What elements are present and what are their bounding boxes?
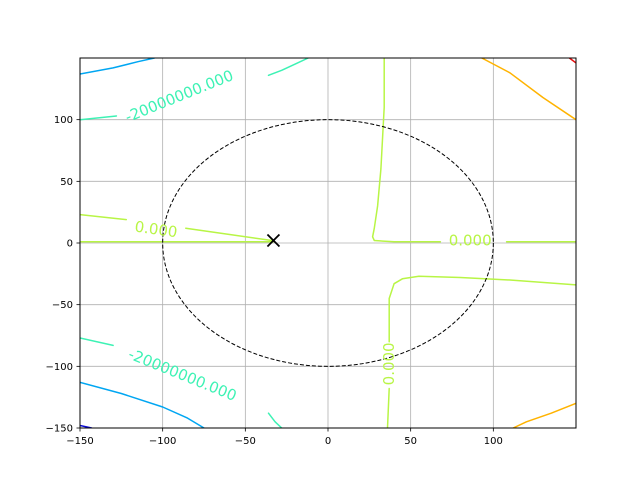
- marker-layer: [266, 233, 281, 248]
- contour-line: [388, 275, 576, 343]
- y-tick-label: 100: [54, 115, 73, 126]
- contour-line: [267, 58, 309, 77]
- contour-label: 0.000: [380, 342, 398, 385]
- x-marker-stroke: [266, 233, 281, 248]
- contour-line: [568, 58, 576, 64]
- y-axis: −150 −100 −50 0 50 100: [46, 115, 80, 435]
- x-tick-label: −100: [149, 436, 176, 447]
- contour-line: [80, 213, 128, 221]
- x-axis: −150 −100 −50 0 50 100: [66, 428, 503, 447]
- contour-line: [80, 381, 205, 428]
- y-tick-label: 0: [67, 239, 73, 250]
- reference-circle: [162, 119, 494, 367]
- x-marker: [266, 233, 281, 248]
- contour-line: [80, 337, 114, 347]
- contour-lines: [80, 58, 576, 428]
- contour-line: [80, 115, 118, 121]
- y-tick-label: 50: [60, 177, 73, 188]
- y-tick-label: −100: [46, 362, 73, 373]
- x-tick-label: 50: [404, 436, 417, 447]
- x-tick-label: 100: [484, 436, 503, 447]
- y-tick-label: −150: [46, 424, 73, 435]
- contour-line: [512, 402, 576, 428]
- contour-line: [80, 58, 156, 75]
- contour-line: [371, 58, 442, 243]
- x-tick-label: 0: [325, 436, 331, 447]
- y-tick-label: −50: [52, 300, 73, 311]
- contour-line: [267, 412, 283, 428]
- x-tick-label: −150: [66, 436, 93, 447]
- reference-circle-layer: [162, 119, 494, 367]
- contour-line: [481, 58, 576, 121]
- contour-line: [386, 387, 390, 428]
- contour-label: 0.000: [134, 218, 179, 242]
- contour-label: 0.000: [449, 232, 492, 250]
- x-tick-label: −50: [235, 436, 256, 447]
- contour-line: [185, 227, 273, 242]
